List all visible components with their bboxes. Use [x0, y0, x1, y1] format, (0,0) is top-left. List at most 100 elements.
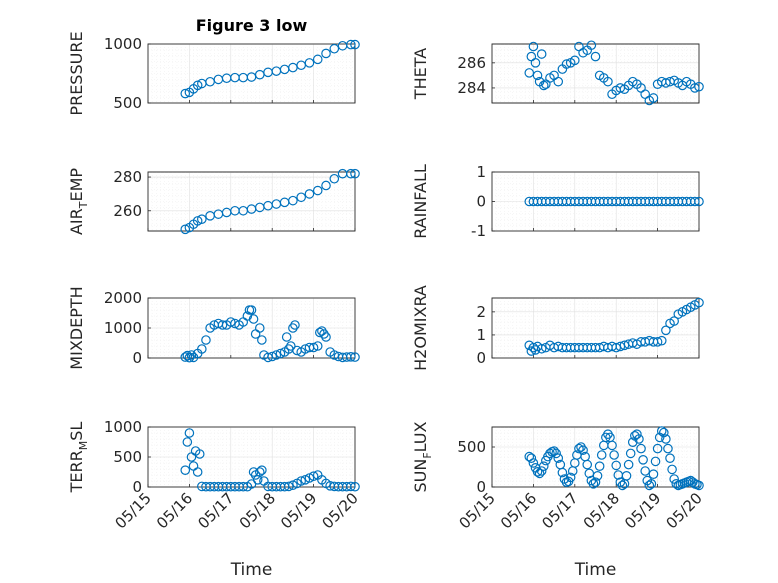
plot-area-air_temp	[147, 171, 356, 232]
data-point	[296, 476, 306, 486]
data-point	[646, 478, 657, 489]
data-point	[663, 443, 673, 454]
y-axis-label-rest: EMP	[67, 168, 86, 202]
data-point	[296, 192, 306, 203]
data-point	[536, 466, 547, 476]
data-point	[312, 54, 323, 65]
y-tick-label: 1	[476, 326, 486, 344]
y-tick-label: 500	[113, 448, 142, 466]
x-tick-label: 05/18	[236, 489, 279, 532]
x-axis-label: Time	[574, 560, 617, 580]
data-point	[350, 481, 360, 492]
data-point	[308, 342, 319, 353]
data-point	[538, 461, 549, 471]
data-point	[267, 351, 277, 362]
y-axis-label-subscript: F	[421, 452, 434, 458]
y-tick-label: -1	[471, 222, 486, 240]
y-axis-label-subscript: T	[77, 201, 90, 209]
data-point	[304, 58, 315, 68]
data-point	[526, 453, 537, 463]
y-axis-label: AIRTEMP	[67, 168, 90, 235]
panel-mixdepth: 0 1000 2000 MIXDEPTH	[67, 286, 360, 370]
data-point	[650, 456, 661, 467]
data-point	[290, 320, 300, 330]
data-point	[634, 434, 644, 444]
data-point	[182, 350, 193, 361]
data-point	[283, 481, 294, 492]
x-tick-label: 05/20	[663, 489, 706, 532]
data-point	[194, 449, 205, 459]
data-point	[180, 465, 191, 475]
data-point	[528, 458, 539, 468]
data-point	[304, 189, 315, 199]
x-tick-label: 05/19	[277, 489, 320, 532]
data-point	[312, 185, 323, 196]
data-point	[636, 443, 646, 454]
data-point	[665, 453, 675, 463]
data-point	[534, 468, 545, 479]
data-point	[536, 49, 547, 59]
data-point	[312, 341, 323, 351]
data-point	[617, 480, 628, 491]
y-axis-label-main: TERR	[67, 450, 86, 493]
data-point	[694, 81, 704, 92]
data-point	[271, 350, 282, 360]
data-point	[186, 350, 197, 360]
y-axis-label-rest: LUX	[411, 421, 430, 452]
y-tick-label: 0	[476, 478, 486, 496]
data-point	[644, 480, 655, 491]
data-point	[652, 337, 663, 347]
data-point	[530, 58, 541, 68]
x-tick-label: 05/16	[153, 489, 196, 532]
axes-frame	[491, 297, 700, 359]
axes-frame	[147, 171, 356, 232]
data-point	[574, 443, 584, 454]
x-axis-label: Time	[230, 560, 273, 580]
data-point	[254, 467, 265, 477]
data-point	[553, 76, 564, 87]
y-axis-label-rest: SL	[67, 422, 86, 441]
data-point	[197, 344, 207, 354]
data-point	[553, 453, 564, 463]
data-point	[656, 335, 667, 346]
data-point	[226, 317, 236, 327]
data-point	[652, 443, 663, 454]
y-tick-label: 1	[476, 163, 486, 181]
data-point	[184, 352, 195, 363]
x-tick-label: 05/17	[538, 489, 581, 532]
y-axis-label-main: SUN	[411, 459, 430, 493]
data-point	[656, 426, 667, 436]
y-axis-label: H2OMIXRA	[411, 285, 430, 371]
data-point	[254, 323, 265, 333]
data-point	[275, 348, 286, 359]
data-point	[197, 214, 207, 224]
data-point	[551, 448, 561, 459]
y-axis-label: RAINFALL	[411, 164, 430, 239]
data-point	[192, 467, 203, 477]
data-point	[607, 440, 617, 451]
data-point	[561, 59, 572, 69]
data-point	[659, 427, 669, 438]
data-point	[321, 332, 331, 342]
data-point	[694, 480, 704, 491]
data-point	[350, 352, 360, 362]
data-point	[281, 332, 292, 342]
data-point	[603, 76, 613, 87]
data-point	[329, 173, 340, 184]
panel-rainfall: -1 0 1 RAINFALL	[411, 163, 704, 240]
x-tick-label: 05/18	[580, 489, 623, 532]
data-point	[661, 434, 671, 444]
y-tick-label: 2000	[104, 289, 142, 307]
chart-title: Figure 3 low	[196, 16, 308, 35]
data-point	[321, 180, 331, 191]
data-point	[532, 466, 543, 477]
data-point	[557, 467, 568, 478]
y-tick-label: 260	[113, 202, 142, 220]
data-point	[346, 39, 356, 50]
data-point	[238, 481, 249, 492]
x-tick-label: 05/17	[194, 489, 237, 532]
y-axis-label: SUNFLUX	[411, 421, 434, 492]
y-tick-label: 500	[457, 438, 486, 456]
data-point	[592, 470, 603, 481]
